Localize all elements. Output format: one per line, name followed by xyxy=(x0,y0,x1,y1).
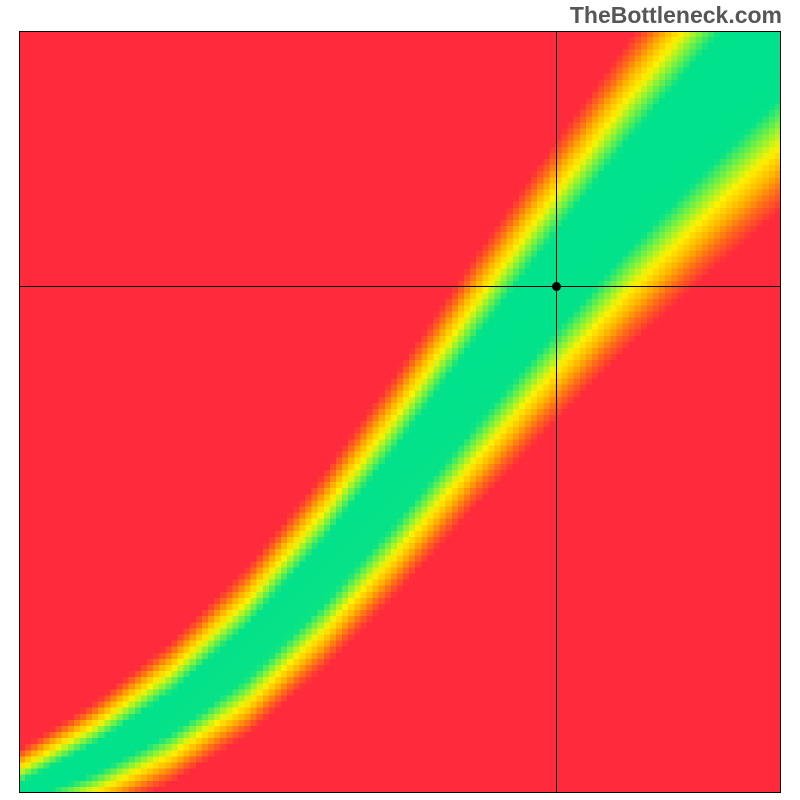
watermark-text: TheBottleneck.com xyxy=(570,2,782,29)
crosshair-vertical xyxy=(556,31,557,793)
crosshair-horizontal xyxy=(19,286,781,287)
bottleneck-heatmap-figure: TheBottleneck.com xyxy=(0,0,800,800)
plot-border xyxy=(19,31,781,793)
crosshair-marker xyxy=(552,282,561,291)
